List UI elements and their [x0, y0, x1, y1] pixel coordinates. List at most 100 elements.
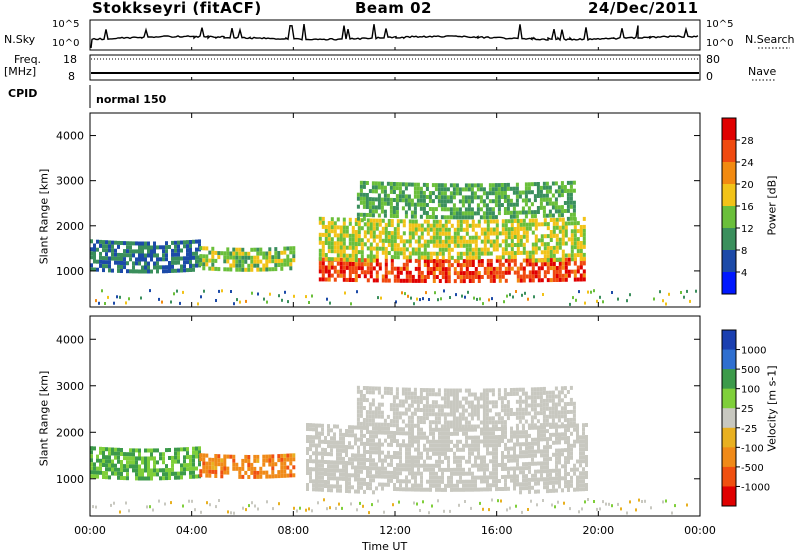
echo-cell [417, 483, 420, 488]
echo-cell [150, 452, 153, 457]
echo-cell [548, 422, 552, 427]
echo-cell [429, 227, 433, 232]
echo-cell [250, 263, 254, 268]
echo-cell [324, 253, 328, 257]
echo-cell [348, 270, 352, 274]
echo-cell [333, 436, 336, 441]
echo-cell [551, 418, 555, 423]
echo-cell [479, 199, 483, 204]
echo-cell [474, 479, 477, 484]
ground-scatter-cell [464, 295, 466, 299]
echo-cell [569, 192, 573, 197]
echo-cell [513, 458, 516, 463]
echo-cell [563, 410, 567, 415]
echo-cell [564, 265, 568, 270]
echo-cell [573, 439, 576, 444]
echo-cell [530, 419, 534, 424]
echo-cell [447, 243, 451, 248]
echo-cell [504, 247, 508, 252]
echo-cell [512, 214, 516, 219]
echo-cell [351, 457, 354, 462]
echo-cell [93, 470, 96, 475]
echo-cell [132, 269, 135, 274]
ground-scatter-cell [554, 505, 556, 509]
echo-cell [474, 223, 478, 228]
echo-cell [485, 191, 489, 196]
echo-cell [393, 266, 397, 271]
echo-cell [371, 213, 375, 218]
echo-cell [458, 416, 462, 421]
ground-scatter-cell [488, 508, 490, 512]
echo-cell [543, 457, 546, 462]
echo-cell [359, 421, 363, 426]
echo-cell [419, 416, 423, 420]
echo-cell [522, 430, 525, 435]
echo-cell [147, 472, 150, 477]
echo-cell [456, 447, 459, 452]
echo-cell [389, 419, 393, 424]
echo-cell [156, 257, 159, 262]
echo-cell [429, 267, 433, 271]
echo-cell [387, 278, 391, 283]
echo-cell [271, 470, 275, 475]
echo-cell [420, 274, 424, 279]
echo-cell [582, 244, 586, 249]
echo-cell [180, 268, 183, 273]
echo-cell [486, 266, 490, 271]
ground-scatter-cell [107, 295, 109, 299]
ground-scatter-cell [443, 509, 445, 513]
echo-cell [369, 458, 372, 463]
echo-cell [402, 439, 405, 444]
echo-cell [372, 434, 375, 439]
echo-cell [537, 222, 541, 227]
echo-cell [495, 483, 498, 488]
ground-scatter-cell [95, 505, 97, 509]
echo-cell [327, 444, 330, 449]
ground-scatter-cell [341, 506, 343, 510]
echo-cell [462, 471, 465, 476]
echo-cell [336, 464, 339, 469]
echo-cell [366, 226, 370, 231]
echo-cell [387, 474, 390, 479]
echo-cell [468, 255, 472, 260]
echo-cell [468, 271, 472, 275]
echo-cell [566, 200, 570, 205]
echo-cell [489, 427, 492, 432]
echo-cell [368, 418, 372, 423]
echo-cell [510, 474, 513, 479]
echo-cell [423, 459, 426, 464]
echo-cell [444, 239, 448, 244]
echo-cell [422, 206, 426, 211]
echo-cell [90, 466, 93, 471]
echo-cell [474, 231, 478, 236]
echo-cell [470, 424, 474, 429]
echo-cell [468, 239, 472, 244]
echo-cell [495, 258, 499, 263]
echo-cell [441, 487, 444, 492]
echo-cell [468, 235, 472, 240]
colorbar-swatch [722, 184, 736, 207]
echo-cell [312, 451, 315, 456]
ground-scatter-cell [164, 502, 166, 506]
echo-cell [363, 481, 366, 486]
echo-cell [437, 203, 441, 208]
axes-layer: 00:00 04:00 08:00 12:00 16:00 20:00 00:0010002… [56, 47, 716, 537]
echo-cell [534, 218, 538, 223]
echo-cell [411, 467, 414, 472]
echo-cell [359, 212, 363, 217]
echo-cell [351, 245, 355, 250]
echo-cell [506, 392, 510, 397]
echo-cell [549, 238, 553, 242]
echo-cell [455, 400, 459, 405]
echo-cell [360, 425, 363, 430]
echo-cell [555, 270, 559, 274]
echo-cell [405, 447, 408, 452]
echo-cell [522, 482, 525, 487]
echo-cell [390, 462, 393, 467]
echo-cell [165, 249, 168, 254]
colorbar-swatch [722, 349, 736, 370]
echo-cell [360, 429, 363, 434]
echo-cell [186, 260, 189, 265]
echo-cell [318, 475, 321, 480]
echo-cell [432, 475, 435, 480]
